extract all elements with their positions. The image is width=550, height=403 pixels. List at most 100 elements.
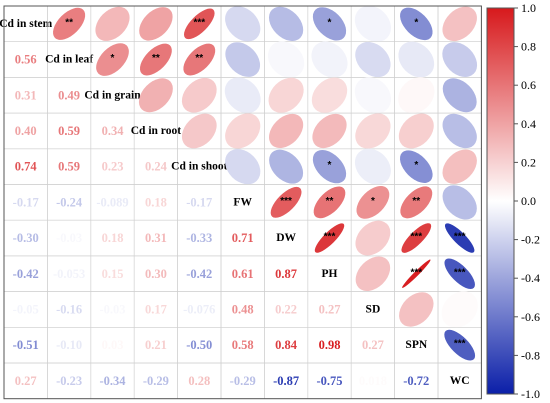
coefficient-label: 0.018 xyxy=(359,374,387,388)
ellipse-mark xyxy=(398,77,435,114)
coefficient-label: 0.59 xyxy=(58,124,80,138)
coefficient-label: 0.27 xyxy=(15,374,37,388)
ellipse-mark xyxy=(95,6,130,41)
significance-stars: * xyxy=(328,160,332,171)
ellipse-mark xyxy=(139,43,172,76)
coefficient-label: -0.03 xyxy=(99,302,125,316)
significance-stars: ** xyxy=(152,53,160,64)
ellipse-mark xyxy=(355,113,391,149)
coefficient-label: -0.076 xyxy=(183,302,215,316)
ellipse-mark xyxy=(313,186,346,219)
significance-stars: ** xyxy=(412,196,420,207)
ellipse-mark xyxy=(398,113,434,149)
ellipse-mark xyxy=(442,78,477,113)
coefficient-label: 0.27 xyxy=(362,338,384,352)
significance-stars: * xyxy=(414,160,418,171)
coefficient-label: 0.58 xyxy=(232,338,254,352)
ellipse-mark xyxy=(314,223,345,253)
ellipse-mark xyxy=(354,5,391,42)
coefficient-label: -0.17 xyxy=(13,195,39,209)
significance-stars: *** xyxy=(280,196,292,207)
coefficient-label: 0.27 xyxy=(319,302,341,316)
diagonal-label: PH xyxy=(322,268,338,280)
coefficient-label: -0.17 xyxy=(186,195,212,209)
diagonal-label: DW xyxy=(276,232,296,244)
ellipse-mark xyxy=(224,77,261,114)
significance-stars: *** xyxy=(410,267,422,278)
coefficient-label: -0.42 xyxy=(186,267,212,281)
ellipse-mark xyxy=(444,329,476,361)
ellipse-mark xyxy=(355,220,391,256)
coefficient-label: -0.33 xyxy=(186,231,212,245)
ellipse-mark xyxy=(225,42,261,77)
coefficient-label: -0.75 xyxy=(316,374,342,388)
coefficient-label: -0.29 xyxy=(230,374,256,388)
diagonal-label: Cd in grain xyxy=(84,89,141,101)
coefficient-label: -0.16 xyxy=(56,302,82,316)
significance-stars: *** xyxy=(193,17,205,28)
ellipse-mark xyxy=(269,149,304,184)
coefficient-label: 0.59 xyxy=(58,160,80,174)
colorbar-tick-label: -0.4 xyxy=(521,271,540,285)
significance-stars: * xyxy=(371,196,375,207)
coefficient-label: 0.87 xyxy=(275,267,297,281)
significance-stars: *** xyxy=(454,267,466,278)
ellipse-mark xyxy=(356,185,390,219)
coefficient-label: -0.10 xyxy=(56,338,82,352)
diagonal-label: SPN xyxy=(405,339,427,351)
coefficient-label: 0.28 xyxy=(188,374,210,388)
significance-stars: *** xyxy=(454,232,466,243)
coefficient-label: -0.42 xyxy=(13,267,39,281)
ellipse-mark xyxy=(268,77,304,113)
coefficient-label: -0.24 xyxy=(56,195,83,209)
significance-stars: * xyxy=(414,17,418,28)
ellipse-mark xyxy=(96,43,129,76)
coefficient-label: 0.84 xyxy=(275,338,298,352)
significance-stars: ** xyxy=(195,53,203,64)
ellipse-mark xyxy=(181,77,217,113)
coefficient-label: 0.48 xyxy=(232,302,254,316)
significance-stars: ** xyxy=(65,17,73,28)
colorbar-tick-label: -0.2 xyxy=(521,233,540,247)
ellipse-mark xyxy=(225,113,261,149)
ellipse-mark xyxy=(225,6,261,42)
colorbar-tick-label: -0.6 xyxy=(521,310,540,324)
colorbar-tick-label: 1.0 xyxy=(521,1,536,15)
significance-stars: *** xyxy=(324,232,336,243)
ellipse-mark xyxy=(311,41,348,78)
ellipse-mark xyxy=(402,259,431,288)
coefficient-label: 0.24 xyxy=(145,160,168,174)
colorbar-tick-label: 0.0 xyxy=(521,194,536,208)
ellipse-mark xyxy=(442,113,477,149)
ellipse-mark xyxy=(401,223,432,253)
coefficient-label: 0.30 xyxy=(145,267,167,281)
coefficient-label: -0.05 xyxy=(13,302,39,316)
ellipse-mark xyxy=(354,77,392,114)
ellipse-mark xyxy=(442,149,477,184)
coefficient-label: 0.98 xyxy=(319,338,341,352)
ellipse-mark xyxy=(442,6,477,42)
coefficient-label: -0.72 xyxy=(403,374,429,388)
coefficient-label: 0.74 xyxy=(15,160,38,174)
coefficient-label: -0.51 xyxy=(13,338,39,352)
significance-stars: *** xyxy=(454,339,466,350)
ellipse-mark xyxy=(138,78,173,113)
coefficient-label: -0.50 xyxy=(186,338,212,352)
ellipse-mark xyxy=(354,148,391,185)
ellipse-mark xyxy=(270,186,302,218)
coefficient-label: 0.03 xyxy=(102,338,124,352)
coefficient-label: -0.30 xyxy=(13,231,39,245)
coefficient-label: 0.23 xyxy=(102,160,124,174)
diagonal-label: Cd in shoot xyxy=(171,161,227,173)
ellipse-mark xyxy=(312,150,347,184)
coefficient-label: -0.87 xyxy=(273,374,299,388)
significance-stars: * xyxy=(111,53,115,64)
coefficient-label: 0.31 xyxy=(145,231,167,245)
ellipse-mark xyxy=(181,113,217,149)
significance-stars: *** xyxy=(410,232,422,243)
colorbar-tick-label: 0.6 xyxy=(521,78,536,92)
colorbar-tick-label: 0.8 xyxy=(521,40,536,54)
coefficient-label: -0.34 xyxy=(99,374,126,388)
ellipse-mark xyxy=(183,43,216,76)
